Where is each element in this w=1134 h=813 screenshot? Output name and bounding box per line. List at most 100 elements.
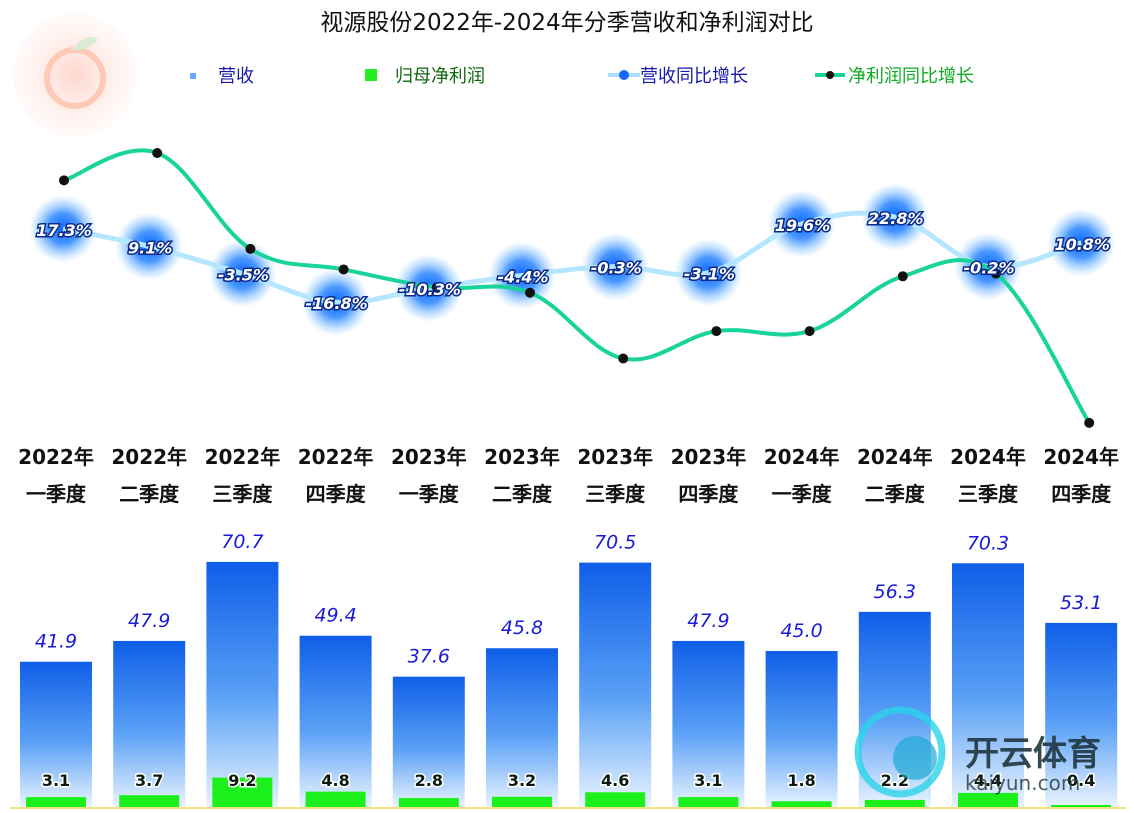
legend-label-revenue-yoy: 营收同比增长 (640, 66, 748, 87)
category-quarter-label: 三季度 (212, 482, 273, 506)
revenue-bar-label: 49.4 (314, 605, 356, 627)
revenue-bar-label: 47.9 (128, 610, 170, 632)
category-year-label: 2022年 (111, 445, 187, 469)
profit-yoy-point (1084, 417, 1095, 428)
net-profit-bar-label: 4.8 (321, 771, 349, 790)
bar-layer: 41.9 3.1 47.9 3.7 70.7 9.2 49.4 4.8 37.6 2.8 45.8 3… (20, 531, 1118, 807)
net-profit-bar (958, 792, 1018, 807)
revenue-yoy-label: -16.8% (306, 294, 368, 313)
category-quarter-label: 四季度 (1051, 482, 1112, 506)
category-year-label: 2023年 (391, 445, 467, 469)
net-profit-bar-label: 3.1 (42, 771, 70, 790)
profit-yoy-point (245, 243, 256, 254)
revenue-bar (486, 648, 558, 807)
net-profit-bar (585, 792, 646, 807)
legend-marker-revenue-yoy (619, 70, 629, 80)
net-profit-bar (398, 798, 459, 807)
revenue-bar (392, 676, 465, 807)
category-quarter-label: 二季度 (119, 482, 180, 506)
net-profit-bar (771, 801, 832, 807)
category-year-label: 2023年 (577, 445, 653, 469)
watermark-text: 开云体育 (965, 734, 1101, 774)
category-quarter-label: 一季度 (399, 482, 460, 506)
revenue-yoy-label: -3.1% (684, 265, 735, 284)
revenue-yoy-label: -4.4% (497, 267, 548, 286)
revenue-bar (672, 640, 745, 807)
revenue-yoy-label: 22.8% (868, 209, 924, 228)
profit-yoy-point (804, 326, 815, 337)
category-quarter-label: 一季度 (772, 482, 833, 506)
net-profit-bar-label: 3.1 (694, 771, 722, 790)
profit-yoy-point (525, 287, 535, 298)
category-quarter-label: 一季度 (26, 482, 87, 506)
net-profit-bar (1051, 805, 1112, 807)
revenue-yoy-label: -10.3% (399, 280, 461, 299)
profit-yoy-point (711, 326, 722, 337)
category-year-label: 2024年 (857, 445, 933, 469)
profit-yoy-point (338, 264, 349, 275)
net-profit-bar (119, 795, 180, 807)
category-quarter-label: 二季度 (492, 482, 553, 506)
legend-marker-profit-yoy (826, 71, 834, 79)
category-quarter-label: 三季度 (585, 482, 646, 506)
category-quarter-label: 三季度 (958, 482, 1019, 506)
profit-yoy-point (431, 282, 442, 293)
revenue-bar (20, 661, 92, 807)
profit-yoy-point (991, 268, 1001, 279)
revenue-bar (206, 561, 279, 807)
revenue-bar-label: 70.5 (594, 532, 636, 554)
legend-swatch-revenue (190, 73, 196, 79)
profit-yoy-point (59, 175, 69, 186)
watermark: 开云体育 kaiyun.com (854, 706, 1101, 798)
net-profit-bar-label: 4.4 (974, 771, 1002, 790)
net-profit-bar (678, 797, 739, 807)
line-layer: 17.3% 9.1% -3.5% -16.8% -10.3% -4.4% -0.3% -3.1… (35, 148, 1111, 428)
revenue-bar-label: 47.9 (687, 610, 729, 632)
revenue-yoy-label: 10.8% (1054, 235, 1110, 254)
category-year-label: 2024年 (1043, 445, 1119, 469)
category-year-label: 2022年 (205, 445, 281, 469)
category-year-label: 2022年 (298, 445, 374, 469)
legend-swatch-net-profit (365, 69, 377, 81)
category-year-label: 2023年 (484, 445, 560, 469)
revenue-bar (113, 640, 186, 807)
revenue-bar-label: 45.0 (780, 620, 822, 642)
revenue-yoy-label: 17.3% (36, 221, 92, 240)
category-year-label: 2022年 (18, 445, 94, 469)
legend-label-revenue: 营收 (218, 66, 254, 87)
chart-title: 视源股份2022年-2024年分季营收和净利润对比 (320, 10, 813, 36)
revenue-yoy-line (62, 210, 1082, 305)
revenue-bar (299, 635, 372, 807)
revenue-bar (765, 651, 838, 807)
revenue-yoy-label: -0.3% (591, 259, 642, 278)
revenue-yoy-label: -0.2% (963, 258, 1014, 277)
revenue-yoy-label: 19.6% (775, 216, 831, 235)
net-profit-bar (212, 777, 273, 807)
profit-yoy-line (63, 148, 1091, 424)
net-profit-bar (864, 799, 925, 807)
net-profit-bar-label: 2.8 (415, 771, 443, 790)
legend-label-profit-yoy: 净利润同比增长 (848, 66, 974, 87)
revenue-bar-label: 53.1 (1060, 592, 1102, 614)
revenue-yoy-label: 9.1% (128, 238, 172, 257)
category-quarter-label: 四季度 (678, 482, 739, 506)
category-year-label: 2024年 (950, 445, 1026, 469)
net-profit-bar-label: 3.2 (508, 771, 536, 790)
revenue-bar-label: 56.3 (874, 581, 916, 603)
category-year-label: 2023年 (671, 445, 747, 469)
net-profit-bar (305, 791, 366, 807)
chart-legend: 营收 归母净利润 营收同比增长 净利润同比增长 (190, 66, 974, 87)
revenue-bar (579, 562, 652, 807)
revenue-yoy-label: -3.5% (218, 266, 269, 285)
net-profit-bar-label: 3.7 (135, 771, 163, 790)
profit-yoy-point (618, 353, 629, 364)
profit-yoy-point (897, 271, 908, 282)
watermark-logo-icon (854, 706, 946, 798)
profit-yoy-point (152, 148, 163, 158)
net-profit-bar-label: 4.6 (601, 771, 629, 790)
net-profit-bar-label: 0.4 (1067, 771, 1095, 790)
net-profit-bar-label: 1.8 (787, 771, 815, 790)
